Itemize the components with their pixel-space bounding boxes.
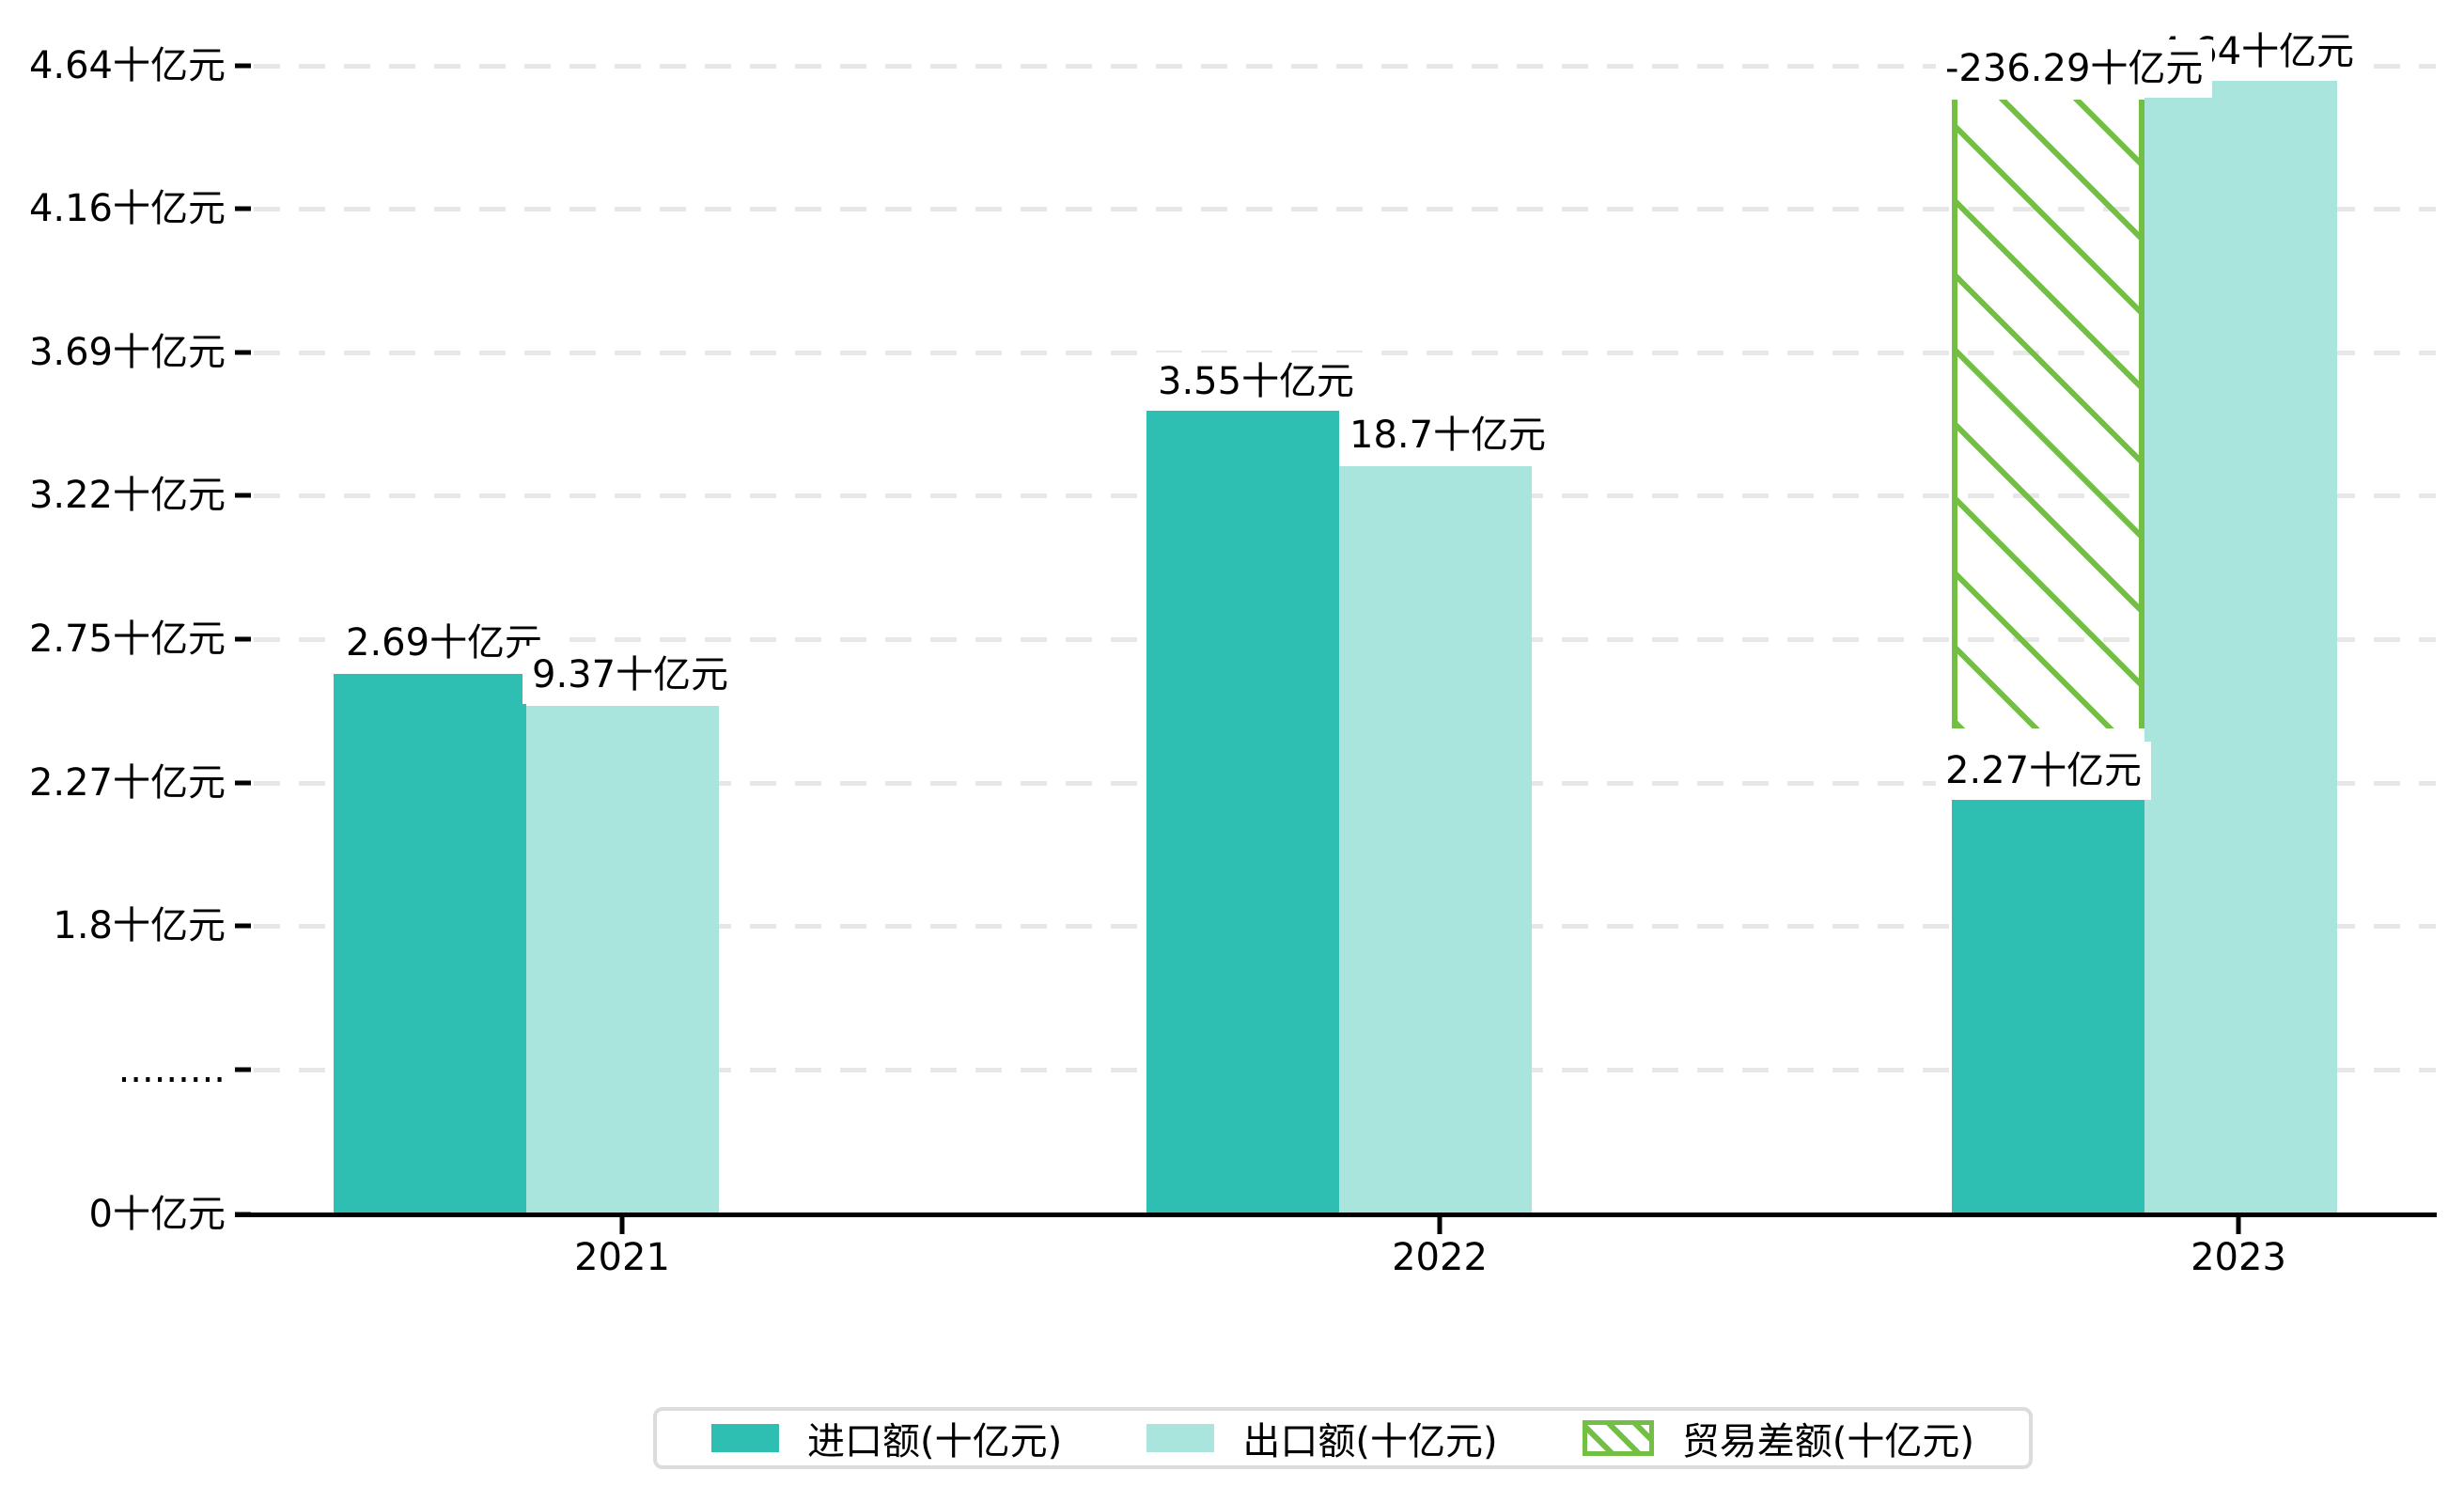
bar-value-label: 9.37十亿元 [522,646,739,704]
import-swatch-icon [711,1424,779,1452]
y-tick-label: 4.16十亿元 [28,187,226,230]
y-tick-label: 4.64十亿元 [28,44,226,87]
y-tick-label: 2.75十亿元 [28,618,226,661]
y-tick-label: 0十亿元 [88,1193,226,1236]
y-tick-label: 1.8十亿元 [53,904,226,947]
y-tick-mark [235,636,251,642]
y-tick-mark [235,206,251,211]
x-axis-line [235,1213,2437,1217]
y-tick-mark [235,350,251,355]
x-tick-mark [1437,1217,1443,1234]
legend: 进口额(十亿元) 出口额(十亿元) 贸易差额(十亿元) [653,1407,2033,1469]
y-tick-mark [235,923,251,929]
y-tick-mark [235,63,251,69]
x-tick-label-2023: 2023 [2191,1236,2286,1279]
bar-value-label: 2.27十亿元 [1936,742,2152,800]
y-tick-mark [235,1067,251,1072]
gridline [254,207,2436,211]
legend-label-import: 进口额(十亿元) [807,1420,1063,1463]
legend-item-balance: 贸易差额(十亿元) [1582,1411,1974,1465]
x-tick-mark [2236,1217,2241,1234]
bar-import-2022 [1146,411,1339,1214]
export-swatch-icon [1146,1424,1215,1452]
legend-label-export: 出口额(十亿元) [1242,1420,1498,1463]
bar-value-label: 18.7十亿元 [1340,406,1556,464]
gridline [254,64,2436,69]
y-tick-label: 3.22十亿元 [28,474,226,517]
bar-balance-2023 [1952,100,2144,728]
y-tick-label: 2.27十亿元 [28,761,226,805]
legend-label-balance: 贸易差额(十亿元) [1681,1420,1974,1463]
bar-import-2023 [1952,783,2144,1214]
legend-item-export: 出口额(十亿元) [1146,1411,1498,1465]
y-tick-mark [235,493,251,498]
y-tick-label: 3.69十亿元 [28,331,226,374]
x-tick-mark [619,1217,625,1234]
bar-value-label: 3.55十亿元 [1148,352,1365,411]
legend-item-import: 进口额(十亿元) [711,1411,1062,1465]
y-tick-label: ......... [117,1048,226,1091]
bar-import-2021 [334,674,526,1214]
bar-export-2022 [1339,466,1532,1214]
bar-value-label: -236.29十亿元 [1936,39,2213,98]
bar-export-2021 [526,706,719,1214]
bar-value-label: 2.69十亿元 [336,614,553,672]
balance-hatch-swatch-icon [1582,1420,1654,1456]
y-tick-mark [235,780,251,786]
x-tick-label-2021: 2021 [574,1236,670,1279]
bar-export-2023 [2144,81,2337,1214]
x-tick-label-2022: 2022 [1392,1236,1488,1279]
